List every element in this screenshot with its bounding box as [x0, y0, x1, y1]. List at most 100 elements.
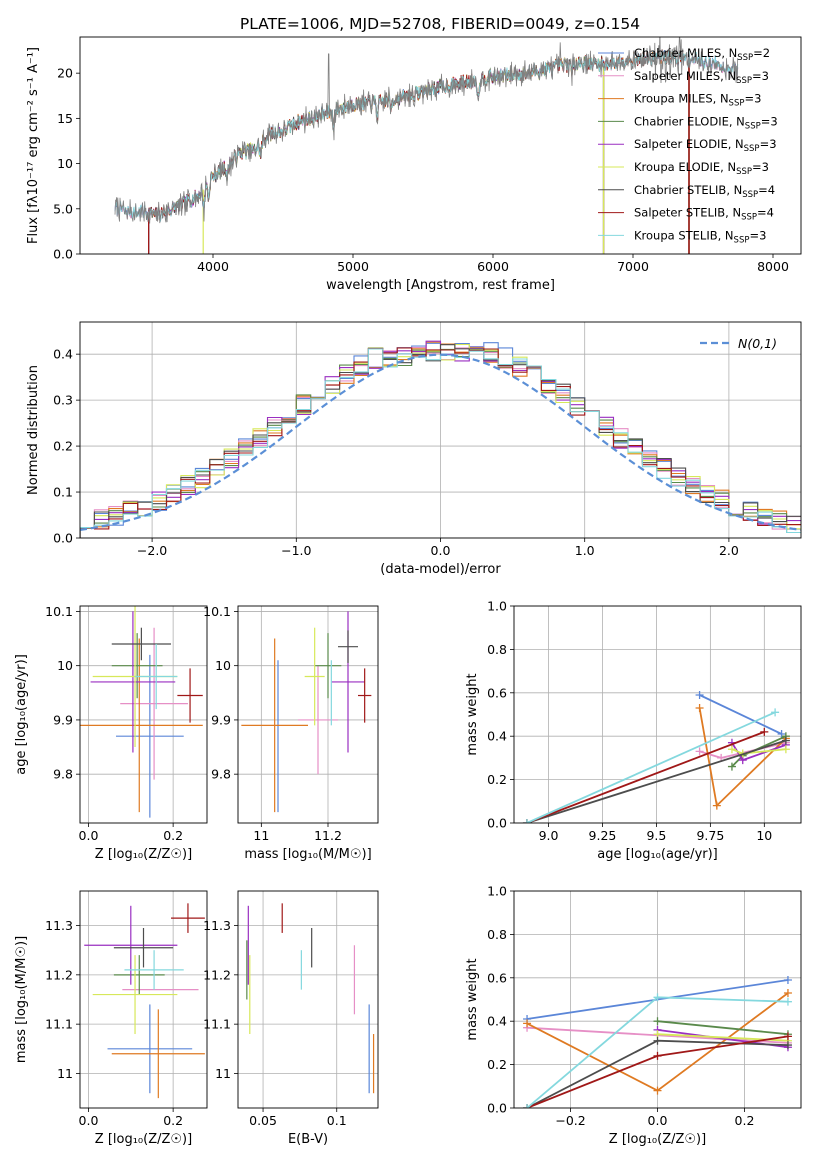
- x-tick-label: 9.5: [646, 828, 666, 843]
- y-tick-label: 10: [57, 658, 73, 673]
- errorbar-chabrier-miles: [115, 654, 184, 818]
- errorbar-kroupa-elodie: [92, 955, 178, 1035]
- x-axis-label: Z [log₁₀(Z/Z☉)]: [609, 1132, 706, 1147]
- weight-marker: [653, 993, 662, 1002]
- axes-frame: [79, 890, 208, 1109]
- axes-frame: [237, 890, 379, 1109]
- y-tick-label: 20: [57, 66, 73, 81]
- y-tick-label: 11: [57, 1066, 73, 1081]
- x-tick-label: 9.75: [696, 828, 724, 843]
- x-tick-label: 10: [756, 828, 772, 843]
- weight-marker: [712, 801, 721, 810]
- plot-area-mass_vs_Z: [80, 891, 207, 1108]
- plot-area-residuals: [80, 322, 801, 538]
- panel-mass_vs_EBV: 0.05 0.1 11 11.1 11.2 11.3 E(B-V): [203, 890, 379, 1147]
- y-tick-label: 0.6: [487, 685, 507, 700]
- y-tick-label: 9.9: [53, 712, 73, 727]
- weight-marker: [523, 1104, 532, 1108]
- x-tick-label: 6000: [477, 259, 509, 274]
- weight-marker: [653, 1017, 662, 1026]
- x-tick-label: 4000: [197, 259, 229, 274]
- weight-marker: [695, 690, 704, 699]
- y-tick-label: 10: [215, 658, 231, 673]
- x-tick-label: −2.0: [137, 543, 167, 558]
- plot-area-age_vs_Z: [80, 606, 207, 823]
- legend-label: Chabrier STELIB, NSSP=4: [634, 183, 775, 200]
- plot-area-age_vs_mass: [238, 606, 378, 823]
- axes-frame: [79, 321, 802, 539]
- legend-label: N(0,1): [738, 336, 777, 351]
- x-tick-label: 9.0: [539, 828, 559, 843]
- axes-frame: [79, 36, 802, 255]
- y-tick-label: 1.0: [487, 884, 507, 899]
- weight-marker: [727, 745, 736, 754]
- legend-label: Salpeter MILES, NSSP=3: [634, 69, 769, 86]
- x-tick-label: 0.05: [249, 1113, 277, 1128]
- weight-marker: [783, 975, 792, 984]
- x-tick-label: 0.1: [327, 1113, 347, 1128]
- weight-marker: [781, 736, 790, 745]
- weight-marker: [727, 762, 736, 771]
- y-tick-label: 1.0: [487, 599, 507, 614]
- errorbar-kroupa-miles: [80, 638, 203, 813]
- y-tick-label: 0.0: [53, 531, 73, 546]
- y-tick-label: 11.1: [203, 1017, 231, 1032]
- model-line-chabrier-stelib: [148, 48, 690, 221]
- errorbar-chabrier-stelib: [111, 627, 172, 661]
- x-tick-label: 0.0: [79, 1113, 99, 1128]
- errorbar-salpeter-stelib: [177, 668, 203, 723]
- y-tick-label: 15: [57, 111, 73, 126]
- legend-label: Salpeter STELIB, NSSP=4: [634, 206, 774, 223]
- x-tick-label: 0.0: [648, 1113, 668, 1128]
- model-line-chabrier-elodie: [148, 56, 604, 220]
- y-axis-label: mass weight: [465, 673, 480, 755]
- axes-frame: [237, 605, 379, 824]
- y-tick-label: 11: [215, 1066, 231, 1081]
- legend-label: Chabrier ELODIE, NSSP=3: [634, 114, 778, 131]
- normal-reference-curve: [80, 353, 801, 531]
- x-tick-label: 0.0: [79, 828, 99, 843]
- weight-marker: [783, 988, 792, 997]
- x-tick-label: 0.2: [163, 1113, 183, 1128]
- errorbar-chabrier-miles: [107, 1004, 193, 1094]
- axes-frame: [513, 605, 802, 824]
- panel-weight_vs_Z: −0.2 0.0 0.2 0.0 0.2 0.4 0.6 0.8 1.0 Z [log₁₀(Z/Z…: [465, 884, 802, 1147]
- plot-area-mass_vs_EBV: [238, 891, 378, 1108]
- x-axis-label: age [log₁₀(age/yr)]: [597, 847, 718, 862]
- weight-marker: [760, 727, 769, 736]
- y-tick-label: 0.4: [53, 347, 73, 362]
- axes-frame: [79, 605, 208, 824]
- weight-marker: [523, 1019, 532, 1028]
- y-tick-label: 9.8: [53, 767, 73, 782]
- errorbar-kroupa-elodie: [304, 627, 325, 726]
- y-tick-label: 0.6: [487, 970, 507, 985]
- weight-line-kroupa-miles: [523, 988, 792, 1095]
- weight-marker: [522, 819, 531, 823]
- x-tick-label: 0.0: [431, 543, 451, 558]
- y-tick-label: 10.1: [45, 604, 73, 619]
- y-tick-label: 0.8: [487, 642, 507, 657]
- y-tick-label: 0.0: [53, 247, 73, 262]
- y-tick-label: 9.8: [211, 767, 231, 782]
- hist-salpeter-stelib: [80, 347, 801, 538]
- y-tick-label: 11.2: [45, 967, 73, 982]
- x-axis-label: Z [log₁₀(Z/Z☉)]: [95, 1132, 192, 1147]
- weight-marker: [781, 745, 790, 754]
- weight-marker: [653, 1086, 662, 1095]
- y-tick-label: 0.8: [487, 927, 507, 942]
- weight-marker: [653, 1036, 662, 1045]
- errorbar-kroupa-miles: [111, 1009, 205, 1099]
- hist-kroupa-stelib: [80, 348, 801, 538]
- plot-area-weight_vs_age: [514, 606, 801, 823]
- x-tick-label: 7000: [617, 259, 649, 274]
- errorbar-chabrier-elodie: [111, 633, 163, 699]
- weight-marker: [783, 1041, 792, 1050]
- legend-label: Kroupa STELIB, NSSP=3: [634, 228, 766, 245]
- weight-line-kroupa-stelib: [522, 708, 780, 823]
- spectrum-legend: Chabrier MILES, NSSP=2 Salpeter MILES, NS…: [598, 46, 778, 245]
- panel-spectrum: 4000 5000 6000 7000 8000 0.0 5.0 10 15 20 waveleng…: [26, 36, 802, 293]
- weight-marker: [695, 703, 704, 712]
- weight-marker: [653, 1051, 662, 1060]
- errorbar-kroupa-stelib: [135, 643, 178, 710]
